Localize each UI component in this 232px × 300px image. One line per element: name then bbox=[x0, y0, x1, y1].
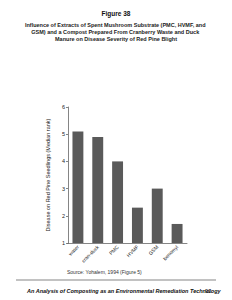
svg-text:An Analysis of Composting as a: An Analysis of Composting as an Environm… bbox=[26, 288, 222, 294]
svg-text:Influence of Extracts of Spent: Influence of Extracts of Spent Mushroom … bbox=[25, 22, 207, 28]
svg-text:1: 1 bbox=[62, 240, 65, 246]
svg-text:water: water bbox=[67, 244, 80, 257]
svg-text:Disease on Red Pine Seedlings: Disease on Red Pine Seedlings (Median ra… bbox=[45, 118, 51, 231]
svg-text:Figure 38: Figure 38 bbox=[102, 10, 131, 18]
svg-text:PMC: PMC bbox=[108, 244, 120, 256]
svg-text:GSM: GSM bbox=[147, 244, 159, 256]
svg-text:91: 91 bbox=[205, 288, 211, 294]
svg-text:3: 3 bbox=[62, 186, 65, 192]
svg-text:Source: Yohalem, 1994 (Figure: Source: Yohalem, 1994 (Figure 5) bbox=[67, 269, 142, 275]
svg-text:HVMF: HVMF bbox=[125, 244, 139, 258]
svg-text:5: 5 bbox=[62, 131, 65, 137]
svg-text:2: 2 bbox=[62, 213, 65, 219]
svg-text:Manure on Disease Severity of: Manure on Disease Severity of Red Pine B… bbox=[55, 36, 177, 42]
svg-text:benomyl: benomyl bbox=[162, 244, 180, 262]
svg-text:cran-duck: cran-duck bbox=[80, 244, 100, 264]
svg-text:4: 4 bbox=[62, 158, 65, 164]
svg-text:GSM) and a Compost Prepared Fr: GSM) and a Compost Prepared From Cranber… bbox=[31, 29, 200, 35]
svg-text:6: 6 bbox=[62, 104, 65, 110]
